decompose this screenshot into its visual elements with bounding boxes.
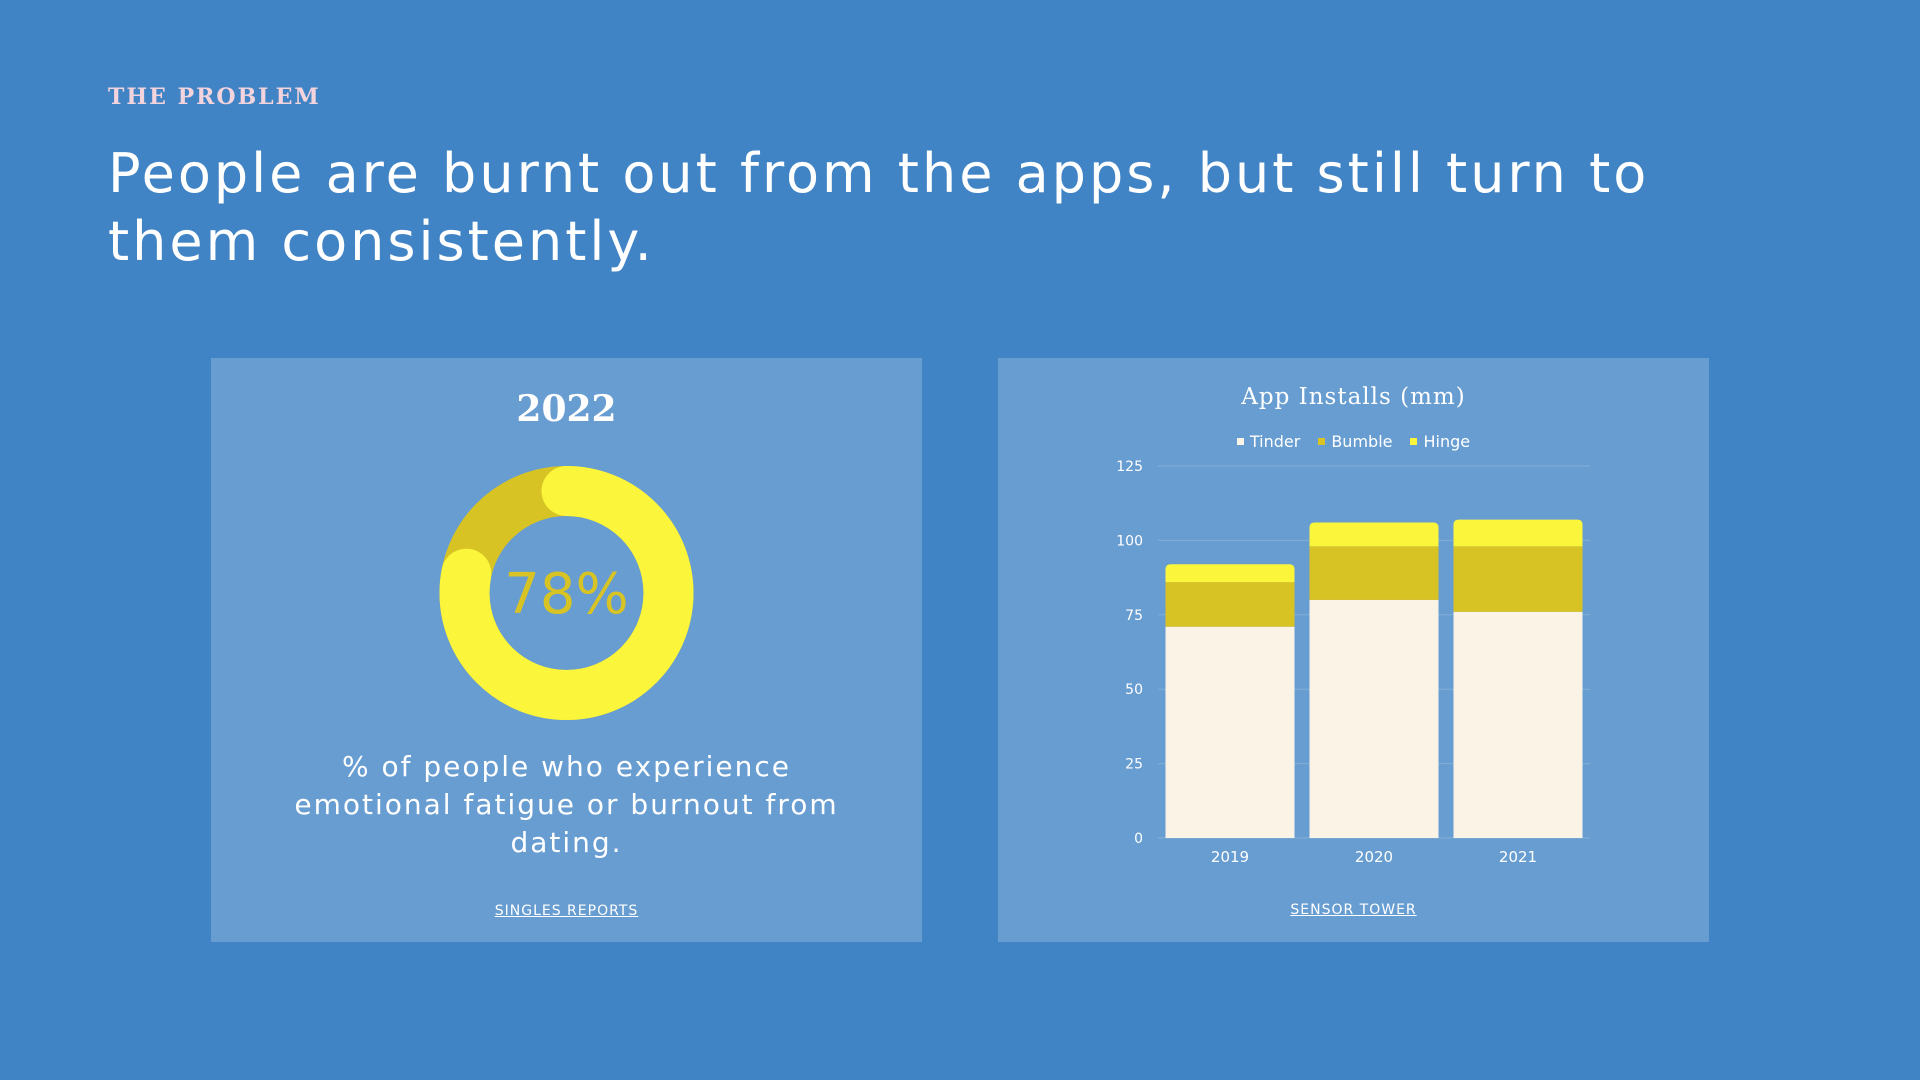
source-link-singles-reports[interactable]: SINGLES REPORTS (494, 903, 639, 919)
chart-card: App Installs (mm) Tinder Bumble Hinge 0 2… (998, 358, 1709, 942)
legend-label-tinder: Tinder (1249, 432, 1301, 451)
donut-chart: 78% (439, 466, 694, 720)
legend-item-bumble: Bumble (1318, 432, 1392, 451)
bar-segment-tinder-2019 (1165, 626, 1295, 838)
source-link-sensor-tower[interactable]: SENSOR TOWER (1290, 902, 1417, 918)
y-tick-label: 125 (1116, 459, 1143, 475)
legend-label-bumble: Bumble (1331, 432, 1393, 451)
legend-swatch-bumble (1318, 438, 1326, 445)
x-tick-label: 2021 (1499, 848, 1537, 866)
donut-percent-label: 78% (504, 562, 628, 627)
bar-segment-bumble-2019 (1165, 582, 1295, 627)
y-tick-label: 25 (1125, 757, 1143, 773)
chart-title: App Installs (mm) (1241, 384, 1466, 410)
bar-segment-hinge-2021 (1453, 519, 1583, 547)
chart-legend: Tinder Bumble Hinge (998, 432, 1709, 451)
legend-swatch-tinder (1236, 438, 1244, 445)
legend-item-tinder: Tinder (1236, 432, 1301, 451)
donut-slice-main (439, 466, 694, 720)
eyebrow-label: THE PROBLEM (108, 84, 321, 110)
legend-item-hinge: Hinge (1410, 432, 1470, 451)
bar-segment-hinge-2020 (1309, 522, 1439, 547)
bar-segment-hinge-2019 (1165, 564, 1295, 583)
stat-year: 2022 (516, 388, 617, 430)
x-tick-label: 2020 (1355, 848, 1393, 866)
y-tick-label: 50 (1125, 682, 1143, 698)
x-tick-label: 2019 (1211, 848, 1249, 866)
stat-card: 2022 78% % of people who experience emot… (211, 358, 922, 942)
bar-segment-bumble-2021 (1453, 546, 1583, 612)
y-tick-label: 100 (1116, 533, 1143, 549)
stacked-bar-chart: 0 25 50 75 100 125 2019 2020 2021 (1116, 459, 1590, 866)
y-tick-label: 75 (1125, 608, 1143, 624)
bar-segment-tinder-2020 (1309, 599, 1439, 838)
legend-swatch-hinge (1410, 438, 1418, 445)
stat-caption: % of people who experience emotional fat… (294, 750, 839, 859)
bar-segment-tinder-2021 (1453, 611, 1583, 838)
legend-label-hinge: Hinge (1423, 432, 1471, 451)
bar-segment-bumble-2020 (1309, 546, 1439, 600)
headline: People are burnt out from the apps, but … (108, 142, 1650, 273)
y-tick-label: 0 (1134, 831, 1143, 847)
